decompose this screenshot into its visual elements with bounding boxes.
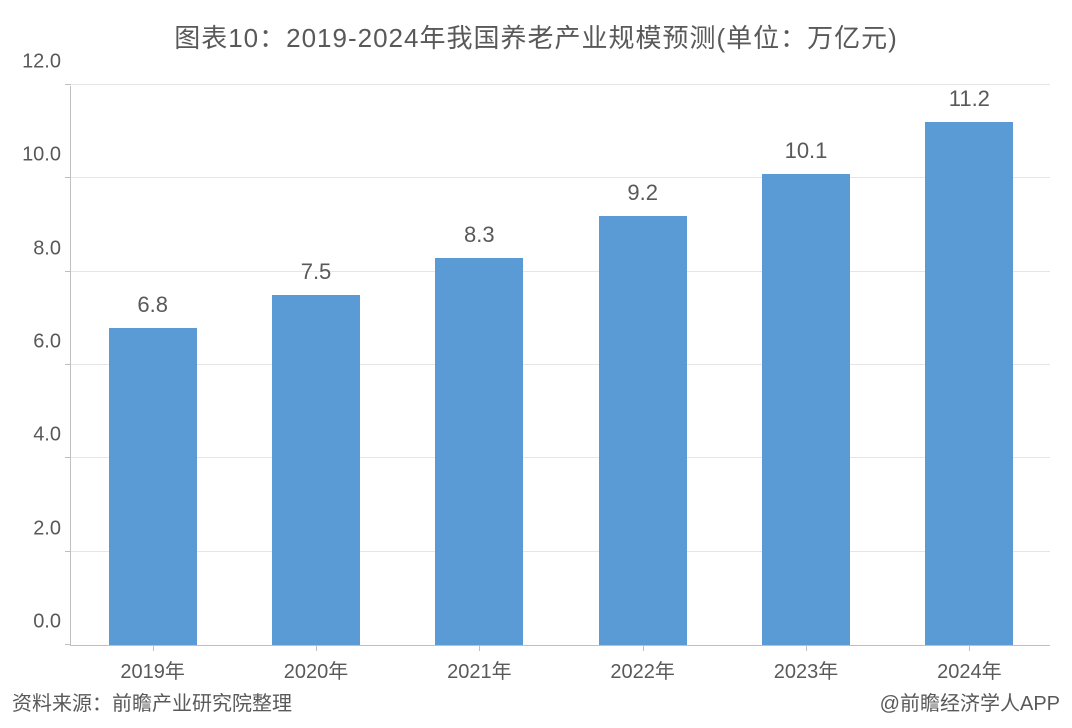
ytick-mark — [65, 84, 71, 85]
ytick-label: 6.0 — [33, 331, 71, 354]
ytick-label: 8.0 — [33, 237, 71, 260]
bar-value-label: 7.5 — [301, 259, 332, 295]
xtick-mark — [806, 645, 807, 651]
ytick-mark — [65, 177, 71, 178]
source-label: 资料来源：前瞻产业研究院整理 — [12, 687, 292, 716]
gridline — [71, 84, 1050, 85]
ytick-mark — [65, 364, 71, 365]
gridline — [71, 271, 1050, 272]
ytick-mark — [65, 551, 71, 552]
ytick-label: 4.0 — [33, 424, 71, 447]
attribution-label: @前瞻经济学人APP — [880, 687, 1060, 716]
ytick-mark — [65, 644, 71, 645]
gridline — [71, 551, 1050, 552]
xtick-mark — [969, 645, 970, 651]
bar-value-label: 6.8 — [137, 292, 168, 328]
ytick-label: 2.0 — [33, 517, 71, 540]
bar: 7.5 — [272, 295, 360, 645]
bar: 10.1 — [762, 174, 850, 645]
chart-footer: 资料来源：前瞻产业研究院整理 @前瞻经济学人APP — [12, 687, 1060, 716]
bar-value-label: 11.2 — [949, 86, 990, 122]
ytick-label: 10.0 — [22, 144, 71, 167]
bar-value-label: 8.3 — [464, 222, 495, 258]
xtick-mark — [643, 645, 644, 651]
xtick-mark — [316, 645, 317, 651]
bar-value-label: 9.2 — [627, 180, 658, 216]
xtick-mark — [479, 645, 480, 651]
gridline — [71, 457, 1050, 458]
chart-container: 图表10：2019-2024年我国养老产业规模预测(单位：万亿元) 0.02.0… — [0, 0, 1072, 728]
chart-title: 图表10：2019-2024年我国养老产业规模预测(单位：万亿元) — [0, 18, 1072, 55]
bar-value-label: 10.1 — [785, 138, 828, 174]
plot-area: 0.02.04.06.08.010.012.02019年6.82020年7.52… — [70, 86, 1050, 646]
xtick-mark — [153, 645, 154, 651]
ytick-mark — [65, 271, 71, 272]
bar: 11.2 — [925, 122, 1013, 645]
ytick-mark — [65, 457, 71, 458]
gridline — [71, 177, 1050, 178]
bar: 9.2 — [599, 216, 687, 645]
ytick-label: 12.0 — [22, 51, 71, 74]
bar: 6.8 — [109, 328, 197, 645]
gridline — [71, 364, 1050, 365]
bar: 8.3 — [435, 258, 523, 645]
ytick-label: 0.0 — [33, 611, 71, 634]
